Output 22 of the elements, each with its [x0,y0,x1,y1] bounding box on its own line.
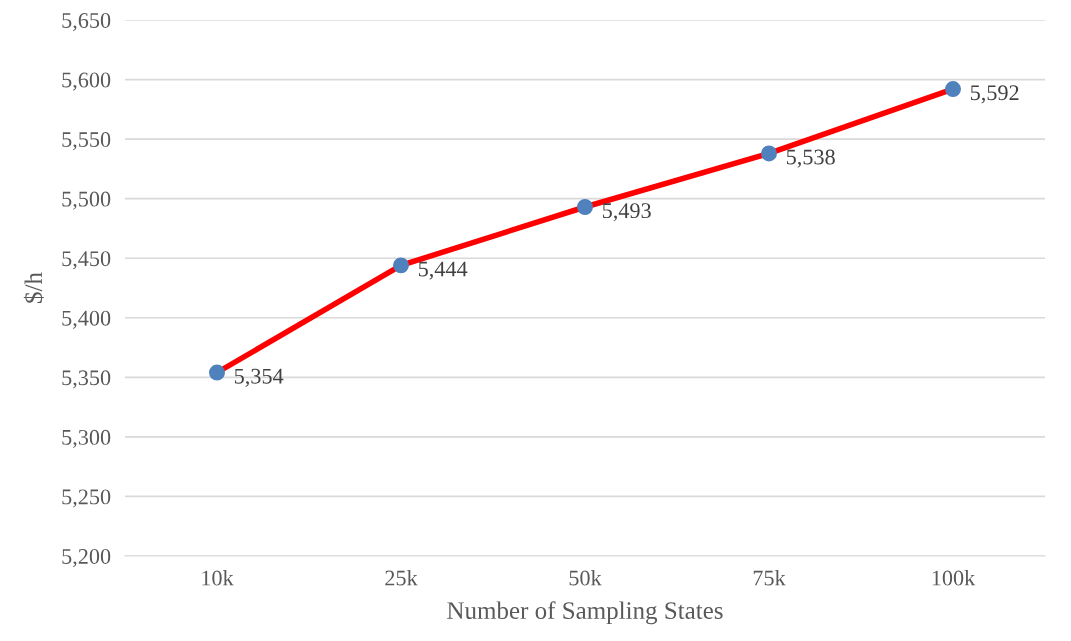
x-tick-label: 100k [932,569,976,586]
y-tick-label: 5,550 [62,132,111,151]
data-label: 5,493 [602,203,651,222]
y-tick-label: 5,350 [62,370,111,389]
y-tick-label: 5,450 [62,251,111,270]
y-axis-title: $/h [23,272,44,303]
y-tick-label: 5,200 [62,548,111,568]
y-tick-label: 5,600 [62,72,111,91]
data-label: 5,592 [970,85,1019,104]
y-tick-label: 5,300 [62,429,111,449]
data-label: 5,444 [418,261,468,280]
y-tick-label: 5,500 [62,191,111,210]
data-label: 5,538 [786,149,835,168]
y-tick-label: 5,400 [62,310,111,329]
x-tick-label: 75k [753,569,786,586]
x-tick-label: 25k [385,569,418,586]
x-tick-label: 50k [569,569,602,586]
data-label: 5,354 [234,368,284,387]
y-tick-label: 5,650 [62,12,111,32]
x-axis-title: Number of Sampling States [447,601,723,625]
y-tick-label: 5,250 [62,489,111,508]
x-tick-label: 10k [202,569,234,586]
